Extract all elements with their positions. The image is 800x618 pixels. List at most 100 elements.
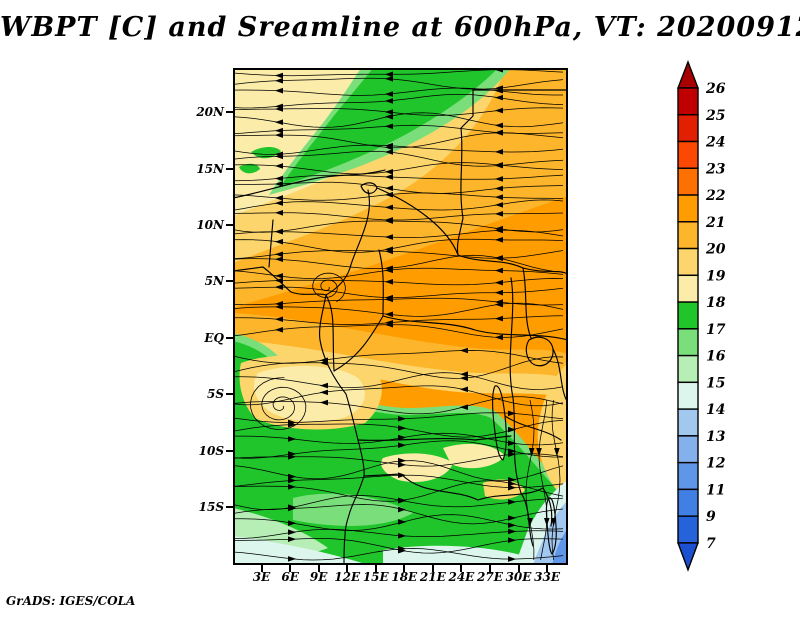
streamline-arrowhead	[274, 153, 283, 160]
streamline-arrowhead	[398, 533, 407, 539]
streamline-arrowhead	[384, 218, 393, 224]
lat-tick-mark	[226, 506, 233, 509]
map-frame	[233, 68, 568, 565]
colorbar-segment	[677, 247, 699, 277]
colorbar-level-label: 11	[706, 482, 725, 498]
border-path	[233, 266, 365, 565]
lon-tick-mark	[374, 565, 377, 572]
streamline-arrowhead	[384, 109, 393, 115]
streamline-arrowhead	[288, 529, 297, 535]
colorbar-segment	[677, 515, 699, 544]
streamline-arrowhead	[274, 72, 283, 79]
streamline	[233, 199, 564, 211]
streamline-arrowhead	[494, 211, 503, 217]
shade-region	[251, 146, 281, 159]
streamline-arrowhead	[384, 278, 393, 285]
border-path	[376, 187, 459, 256]
streamline	[233, 162, 564, 175]
colorbar-level-label: 17	[706, 322, 726, 338]
lon-tick-label: 3E	[252, 570, 271, 584]
colorbar-level-label: 24	[705, 135, 725, 151]
streamline-arrowhead	[274, 251, 283, 258]
streamline-arrowhead	[398, 442, 407, 448]
colorbar-segment	[677, 301, 699, 330]
streamline-meridional	[525, 399, 535, 561]
streamline-arrowhead	[494, 107, 503, 114]
lon-tick-label: 33E	[534, 570, 560, 584]
colorbar-segment	[677, 221, 699, 250]
colorbar-segment	[677, 408, 699, 437]
streamline-arrowhead	[494, 289, 503, 296]
colorbar-level-label: 12	[706, 456, 726, 472]
streamline-arrowhead	[384, 71, 393, 78]
streamline-arrowhead	[508, 410, 517, 417]
shade-region	[239, 163, 260, 174]
streamline-arrowhead	[288, 477, 297, 484]
streamline-arrowhead	[384, 234, 393, 240]
streamline	[233, 372, 564, 390]
streamline-arrowhead	[494, 279, 503, 286]
streamline-arrowhead	[459, 347, 468, 354]
lon-tick-label: 30E	[505, 570, 532, 584]
streamline	[233, 229, 564, 238]
colorbar-segment	[677, 354, 699, 384]
colorbar-level-label: 20	[705, 242, 726, 258]
streamline-arrowhead	[398, 461, 407, 468]
streamline-arrowhead	[527, 518, 533, 527]
streamline-arrowhead	[274, 181, 283, 187]
streamline	[233, 254, 564, 273]
streamline	[233, 315, 564, 325]
streamline	[233, 77, 564, 90]
colorbar-segment	[677, 488, 699, 517]
colorbar-level-label: 15	[706, 375, 725, 391]
shade-region	[552, 528, 568, 565]
streamline	[233, 250, 564, 259]
border-path	[325, 294, 335, 372]
streamline-arrowhead	[508, 499, 517, 505]
colorbar-level-label: 22	[705, 188, 726, 204]
streamline-arrowhead	[274, 200, 283, 206]
streamline-arrowhead	[274, 238, 283, 245]
streamline-arrowhead	[494, 236, 503, 243]
streamline-arrowhead	[274, 195, 283, 201]
shade-region	[443, 443, 505, 469]
streamline-arrowhead	[508, 556, 517, 562]
lon-tick-label: 21E	[419, 570, 446, 584]
streamline-arrowhead	[288, 484, 297, 490]
shade-region	[253, 365, 365, 422]
streamline-arrowhead	[274, 210, 283, 216]
colorbar-segment	[677, 328, 699, 357]
colorbar-segments	[676, 60, 700, 572]
streamline-arrowhead	[494, 315, 503, 322]
streamline-arrowhead	[536, 448, 542, 457]
streamline-arrowhead	[384, 168, 393, 175]
streamline-arrowhead	[274, 228, 283, 235]
streamline-arrowhead	[543, 518, 550, 527]
streamline	[233, 174, 564, 182]
shade-region	[233, 313, 568, 378]
streamline-arrowhead	[459, 386, 468, 393]
lat-tick-mark	[226, 224, 233, 226]
lon-tick-mark	[517, 565, 520, 572]
streamline	[233, 356, 564, 379]
border-path	[492, 385, 507, 461]
streamline	[233, 267, 564, 280]
streamline-arrowhead	[508, 537, 517, 544]
shade-region	[383, 545, 525, 565]
shade-region	[233, 340, 568, 398]
colorbar-level-label: 19	[706, 268, 726, 284]
streamline-arrowhead	[508, 426, 517, 433]
country-borders	[233, 89, 568, 565]
streamline-arrowhead	[288, 473, 297, 480]
streamline-vortex	[312, 272, 346, 303]
colorbar-labels: 26 25 24 23 22 21 20 19 18 17 16 15 14 13 12 11 9 7	[705, 81, 726, 552]
border-path	[325, 189, 370, 296]
lat-tick-mark	[226, 167, 233, 170]
streamline-arrowhead	[398, 425, 407, 431]
streamline-arrowhead	[319, 399, 328, 406]
streamline-arrowhead	[384, 174, 393, 180]
streamline	[233, 181, 564, 194]
border-path	[509, 277, 522, 494]
streamline-arrowhead	[384, 98, 393, 104]
colorbar-level-label: 18	[706, 295, 726, 311]
